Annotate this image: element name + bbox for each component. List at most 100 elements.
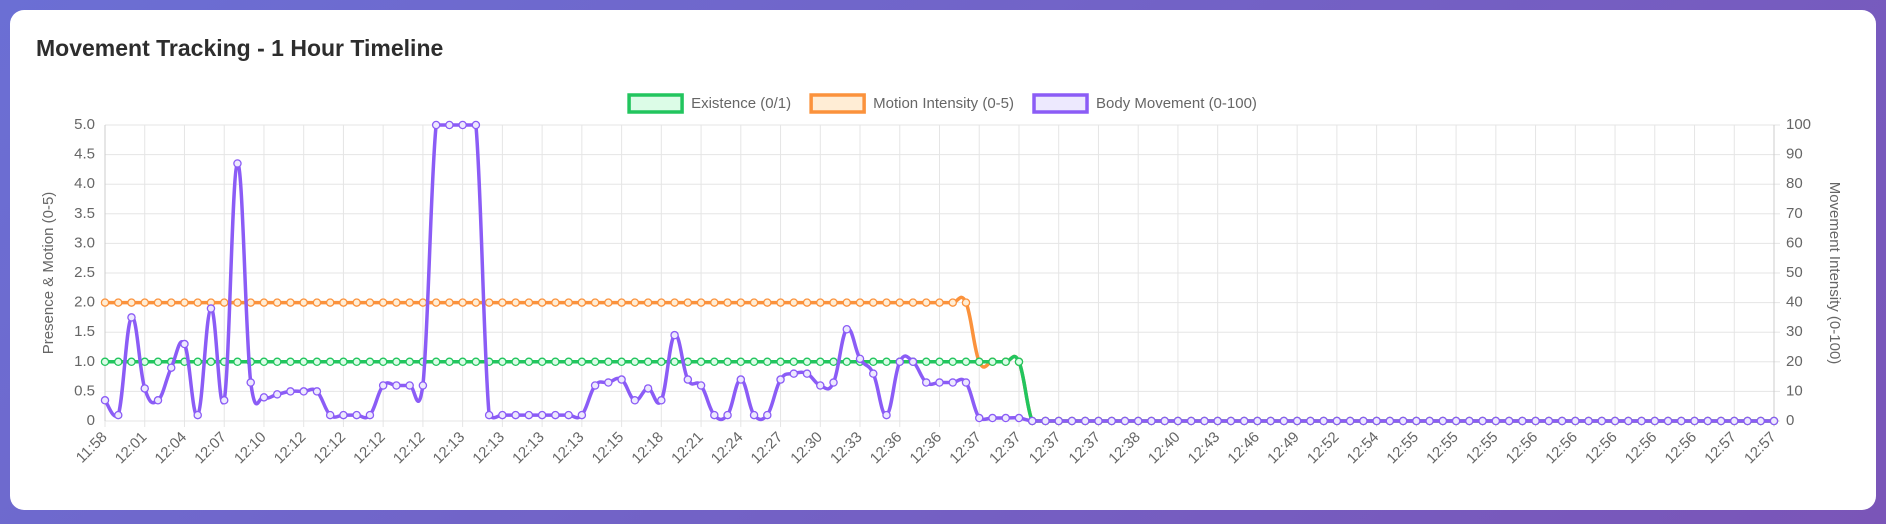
point bbox=[418, 298, 428, 307]
point bbox=[948, 298, 957, 307]
point bbox=[683, 375, 693, 384]
point bbox=[683, 298, 693, 307]
point bbox=[869, 369, 878, 378]
x-tick-label: 12:33 bbox=[827, 429, 866, 468]
x-tick-label: 12:36 bbox=[907, 429, 946, 468]
point bbox=[392, 298, 401, 307]
point bbox=[617, 298, 626, 307]
y2-tick-label: 0 bbox=[1786, 412, 1794, 429]
point bbox=[431, 298, 441, 307]
point bbox=[471, 357, 481, 367]
point bbox=[802, 369, 812, 378]
point bbox=[1544, 416, 1554, 426]
point bbox=[1306, 416, 1315, 426]
point bbox=[1253, 416, 1262, 426]
point bbox=[657, 357, 666, 367]
point bbox=[286, 357, 295, 367]
point bbox=[710, 410, 719, 420]
point bbox=[935, 298, 944, 307]
point bbox=[1094, 416, 1103, 426]
point bbox=[590, 298, 600, 307]
point bbox=[710, 298, 719, 307]
point bbox=[763, 298, 772, 307]
point bbox=[392, 381, 401, 390]
point bbox=[1624, 416, 1633, 426]
point bbox=[219, 396, 229, 405]
point bbox=[537, 298, 547, 307]
y2-tick-label: 10 bbox=[1786, 382, 1803, 399]
x-tick-label: 12:55 bbox=[1423, 429, 1462, 468]
legend-swatch bbox=[1032, 93, 1089, 114]
point bbox=[590, 357, 600, 367]
x-tick-label: 12:37 bbox=[1026, 429, 1065, 468]
y-tick-label: 2.5 bbox=[74, 264, 95, 281]
point bbox=[1438, 416, 1448, 426]
point bbox=[776, 357, 785, 367]
point bbox=[736, 357, 746, 367]
point bbox=[259, 298, 269, 307]
point bbox=[802, 298, 812, 307]
point bbox=[378, 357, 388, 367]
point bbox=[286, 387, 295, 396]
point bbox=[974, 413, 984, 423]
point bbox=[736, 298, 746, 307]
x-tick-label: 12:56 bbox=[1622, 429, 1661, 468]
point bbox=[445, 357, 454, 367]
y2-tick-label: 90 bbox=[1786, 146, 1803, 163]
point bbox=[935, 378, 944, 387]
point bbox=[206, 357, 216, 367]
point bbox=[484, 410, 494, 420]
point bbox=[829, 298, 838, 307]
point bbox=[577, 298, 587, 307]
point bbox=[1014, 413, 1024, 423]
point bbox=[802, 357, 812, 367]
y-tick-label: 5.0 bbox=[74, 116, 95, 133]
point bbox=[233, 298, 242, 307]
point bbox=[855, 298, 865, 307]
point bbox=[246, 298, 255, 307]
point bbox=[961, 378, 971, 387]
y2-tick-label: 30 bbox=[1786, 323, 1803, 340]
point bbox=[670, 357, 679, 367]
point bbox=[233, 159, 242, 168]
point bbox=[1518, 416, 1527, 426]
point bbox=[696, 381, 706, 390]
point bbox=[352, 298, 361, 307]
point bbox=[1504, 416, 1514, 426]
point bbox=[842, 298, 852, 307]
point bbox=[286, 298, 295, 307]
x-tick-label: 12:12 bbox=[271, 429, 310, 468]
point bbox=[948, 357, 957, 367]
point bbox=[458, 357, 467, 367]
point bbox=[1014, 357, 1024, 367]
point bbox=[325, 410, 335, 420]
x-tick-label: 12:12 bbox=[390, 429, 429, 468]
point bbox=[405, 298, 414, 307]
point bbox=[1531, 416, 1540, 426]
point bbox=[723, 410, 732, 420]
x-tick-label: 12:37 bbox=[986, 429, 1025, 468]
point bbox=[140, 298, 149, 307]
point bbox=[498, 357, 507, 367]
point bbox=[1650, 416, 1660, 426]
point bbox=[1478, 416, 1487, 426]
y-tick-label: 1.0 bbox=[74, 353, 95, 370]
x-tick-label: 12:24 bbox=[708, 429, 747, 468]
point bbox=[339, 410, 348, 420]
point bbox=[842, 324, 852, 334]
chart-title: Movement Tracking - 1 Hour Timeline bbox=[36, 35, 443, 61]
point bbox=[829, 357, 838, 367]
point bbox=[246, 378, 255, 387]
x-tick-label: 11:58 bbox=[73, 429, 111, 467]
point bbox=[365, 298, 375, 307]
x-tick-label: 12:56 bbox=[1503, 429, 1542, 468]
point bbox=[657, 298, 666, 307]
x-tick-label: 12:37 bbox=[1066, 429, 1105, 468]
point bbox=[458, 120, 467, 130]
point bbox=[153, 357, 163, 367]
point bbox=[564, 298, 573, 307]
x-tick-label: 12:55 bbox=[1463, 429, 1502, 468]
point bbox=[392, 357, 401, 367]
point bbox=[339, 298, 348, 307]
